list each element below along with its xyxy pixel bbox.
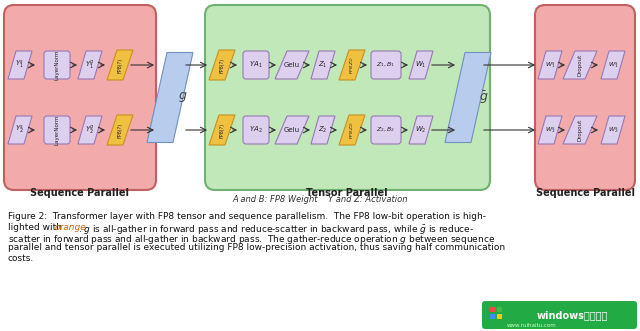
Polygon shape — [445, 53, 491, 143]
FancyBboxPatch shape — [490, 314, 495, 319]
Text: . $g$ is all-gather in forward pass and reduce-scatter in backward pass, while $: . $g$ is all-gather in forward pass and … — [79, 222, 475, 235]
Text: $W_1^s$: $W_1^s$ — [607, 60, 618, 70]
Polygon shape — [601, 116, 625, 144]
Polygon shape — [601, 51, 625, 79]
Polygon shape — [538, 51, 562, 79]
Text: Figure 2:  Transformer layer with FP8 tensor and sequence parallelism.  The FP8 : Figure 2: Transformer layer with FP8 ten… — [8, 212, 486, 221]
FancyBboxPatch shape — [243, 116, 269, 144]
Text: orange: orange — [54, 222, 86, 231]
Text: FP8(?): FP8(?) — [118, 58, 122, 72]
Polygon shape — [78, 51, 102, 79]
Polygon shape — [78, 116, 102, 144]
Text: $Y_2^g$: $Y_2^g$ — [85, 124, 95, 136]
Text: lighted with: lighted with — [8, 222, 65, 231]
Text: $W_1^s$: $W_1^s$ — [545, 60, 556, 70]
Text: parallel and tensor parallel is executed utilizing FP8 low-precision activation,: parallel and tensor parallel is executed… — [8, 244, 505, 253]
Polygon shape — [8, 51, 32, 79]
Text: FP8(?): FP8(?) — [220, 122, 225, 138]
Polygon shape — [275, 51, 309, 79]
Text: LayerNorm: LayerNorm — [54, 50, 60, 80]
Text: www.ruihaitu.com: www.ruihaitu.com — [507, 323, 557, 328]
Text: Gelu: Gelu — [284, 127, 300, 133]
Text: $Z_2$: $Z_2$ — [318, 125, 328, 135]
FancyBboxPatch shape — [371, 116, 401, 144]
Polygon shape — [8, 116, 32, 144]
FancyBboxPatch shape — [243, 51, 269, 79]
Text: scatter in forward pass and all-gather in backward pass.  The gather-reduce oper: scatter in forward pass and all-gather i… — [8, 233, 495, 246]
Polygon shape — [107, 115, 133, 145]
Text: $Y_1^g$: $Y_1^g$ — [85, 59, 95, 71]
Text: $\bar{g}$: $\bar{g}$ — [479, 89, 489, 106]
Text: $Y_2^s$: $Y_2^s$ — [15, 124, 24, 136]
Text: Sequence Parallel: Sequence Parallel — [536, 188, 634, 198]
FancyBboxPatch shape — [205, 5, 490, 190]
Text: $Z_1,B_1$: $Z_1,B_1$ — [376, 61, 396, 70]
Text: Sequence Parallel: Sequence Parallel — [31, 188, 129, 198]
Polygon shape — [209, 50, 235, 80]
Text: Tensor Parallel: Tensor Parallel — [306, 188, 388, 198]
FancyBboxPatch shape — [482, 301, 637, 329]
FancyBboxPatch shape — [44, 51, 70, 79]
Text: LayerNorm: LayerNorm — [54, 115, 60, 145]
FancyBboxPatch shape — [371, 51, 401, 79]
Polygon shape — [209, 115, 235, 145]
Text: $YA_2$: $YA_2$ — [249, 125, 263, 135]
Text: $W_2$: $W_2$ — [415, 125, 427, 135]
Text: FP8(?): FP8(?) — [220, 58, 225, 72]
FancyBboxPatch shape — [44, 116, 70, 144]
Text: costs.: costs. — [8, 254, 35, 263]
Text: $g$: $g$ — [179, 90, 188, 105]
Polygon shape — [563, 51, 597, 79]
FancyBboxPatch shape — [490, 307, 495, 312]
Text: Dropout: Dropout — [577, 54, 582, 76]
FancyBboxPatch shape — [497, 307, 502, 312]
Text: Dropout: Dropout — [577, 119, 582, 141]
Polygon shape — [275, 116, 309, 144]
Text: $W_2^s$: $W_2^s$ — [545, 125, 556, 135]
Polygon shape — [409, 116, 433, 144]
Text: $Y_1^s$: $Y_1^s$ — [15, 59, 24, 71]
FancyBboxPatch shape — [497, 314, 502, 319]
FancyBboxPatch shape — [4, 5, 156, 190]
Polygon shape — [147, 53, 193, 143]
Polygon shape — [409, 51, 433, 79]
FancyBboxPatch shape — [535, 5, 635, 190]
Text: FP8($Z_2$): FP8($Z_2$) — [348, 121, 356, 139]
Polygon shape — [538, 116, 562, 144]
Polygon shape — [339, 115, 365, 145]
Polygon shape — [311, 116, 335, 144]
Text: $YA_1$: $YA_1$ — [249, 60, 263, 70]
Polygon shape — [563, 116, 597, 144]
Text: A and B: FP8 Weight    Y and Z: Activation: A and B: FP8 Weight Y and Z: Activation — [232, 196, 408, 205]
Text: $Z_1$: $Z_1$ — [318, 60, 328, 70]
Text: FP8(?): FP8(?) — [118, 122, 122, 138]
Text: $W_1$: $W_1$ — [415, 60, 427, 70]
Polygon shape — [107, 50, 133, 80]
Text: FP8($Z_1$): FP8($Z_1$) — [348, 56, 356, 74]
Text: windows系统家园: windows系统家园 — [536, 310, 608, 320]
Polygon shape — [339, 50, 365, 80]
Text: Gelu: Gelu — [284, 62, 300, 68]
Text: $Z_2,B_2$: $Z_2,B_2$ — [376, 125, 396, 134]
Text: $W_2^s$: $W_2^s$ — [607, 125, 618, 135]
Polygon shape — [311, 51, 335, 79]
